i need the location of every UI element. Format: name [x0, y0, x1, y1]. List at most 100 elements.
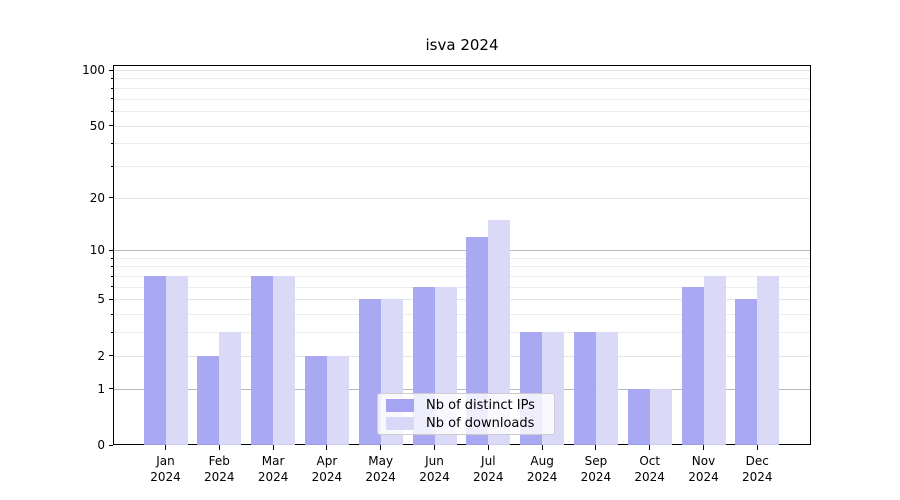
gridline-minor: [114, 110, 810, 112]
gridline-minor: [114, 266, 810, 268]
bar-distinct-ips-may: [358, 299, 381, 445]
y-tick-label: 20: [89, 190, 105, 205]
x-tick-mark: [541, 445, 543, 450]
y-tick-mark: [108, 444, 113, 446]
x-tick-label: Aug 2024: [526, 454, 558, 484]
bar-distinct-ips-feb: [197, 355, 220, 445]
y-tick-label: 50: [89, 118, 105, 133]
y-tick-label: 10: [89, 243, 105, 258]
gridline-minor: [114, 87, 810, 89]
x-tick-label: Feb 2024: [204, 454, 235, 484]
gridline-minor: [114, 276, 810, 278]
y-tick-label: 2: [97, 348, 105, 363]
y-tick-mark: [108, 197, 113, 199]
x-tick-label: Apr 2024: [311, 454, 343, 484]
gridline-major: [114, 388, 810, 390]
plot-area: [113, 65, 811, 445]
bar-distinct-ips-sep: [573, 332, 596, 445]
y-tick-label: 5: [97, 292, 105, 307]
bar-distinct-ips-nov: [681, 286, 704, 445]
x-tick-label: Jun 2024: [419, 454, 450, 484]
y-minor-tick-mark: [110, 78, 113, 79]
y-tick-mark: [108, 249, 113, 251]
x-tick-mark: [595, 445, 597, 450]
bar-distinct-ips-jan: [143, 276, 166, 445]
gridline-major: [114, 355, 810, 357]
gridline-major: [114, 250, 810, 252]
x-tick-label: Mar 2024: [257, 454, 289, 484]
x-tick-label: May 2024: [365, 454, 396, 484]
x-tick-mark: [164, 445, 167, 450]
gridline-minor: [114, 332, 810, 334]
x-tick-mark: [756, 445, 758, 450]
chart-title: isva 2024: [425, 36, 499, 54]
bar-downloads-sep: [595, 332, 618, 445]
gridline-minor: [114, 78, 810, 80]
bar-downloads-jan: [165, 276, 188, 445]
x-tick-label: Jul 2024: [473, 454, 504, 484]
gridline-minor: [114, 143, 810, 145]
x-tick-mark: [487, 445, 489, 450]
bar-distinct-ips-dec: [735, 299, 758, 445]
x-tick-mark: [649, 445, 651, 450]
y-minor-tick-mark: [110, 257, 113, 259]
bar-distinct-ips-jul: [466, 236, 489, 445]
legend-item-distinct-ips: Nb of distinct IPs: [386, 398, 546, 413]
y-minor-tick-mark: [110, 331, 113, 333]
gridline-major: [114, 299, 810, 301]
legend: Nb of distinct IPs Nb of downloads: [377, 393, 555, 435]
legend-swatch-distinct-ips: [386, 398, 414, 412]
x-tick-label: Nov 2024: [688, 454, 719, 484]
x-tick-mark: [272, 445, 274, 450]
y-tick-mark: [108, 298, 113, 301]
y-minor-tick-mark: [110, 98, 113, 100]
bar-downloads-oct: [649, 388, 672, 445]
x-tick-label: Dec 2024: [742, 454, 773, 484]
bar-downloads-mar: [273, 276, 296, 445]
bar-downloads-apr: [326, 355, 349, 445]
x-tick-label: Jan 2024: [150, 454, 181, 484]
bar-distinct-ips-mar: [251, 276, 274, 445]
gridline-major: [114, 197, 810, 199]
gridline-minor: [114, 314, 810, 316]
legend-label-distinct-ips: Nb of distinct IPs: [426, 397, 535, 413]
bar-distinct-ips-apr: [304, 355, 327, 445]
gridline-minor: [114, 165, 810, 167]
y-tick-mark: [108, 69, 113, 71]
y-minor-tick-mark: [110, 165, 113, 167]
y-tick-label: 100: [82, 63, 105, 77]
y-minor-tick-mark: [110, 275, 113, 277]
x-tick-mark: [380, 445, 382, 450]
y-minor-tick-mark: [110, 286, 113, 288]
bar-downloads-feb: [219, 332, 242, 445]
x-tick-label: Oct 2024: [634, 454, 665, 484]
gridline-minor: [114, 98, 810, 100]
y-minor-tick-mark: [110, 87, 113, 89]
x-tick-mark: [702, 445, 705, 450]
y-minor-tick-mark: [110, 110, 113, 112]
legend-swatch-downloads: [386, 416, 414, 430]
x-tick-mark: [326, 445, 328, 450]
legend-item-downloads: Nb of downloads: [386, 416, 546, 431]
y-tick-mark: [108, 125, 113, 127]
bar-downloads-jul: [488, 219, 511, 445]
y-minor-tick-mark: [110, 142, 113, 144]
y-minor-tick-mark: [110, 266, 113, 267]
gridline-minor: [114, 257, 810, 259]
bar-distinct-ips-oct: [627, 388, 650, 445]
y-tick-label: 0: [97, 438, 105, 452]
y-tick-mark: [108, 355, 113, 357]
x-tick-mark: [218, 445, 220, 450]
y-tick-label: 1: [97, 381, 105, 396]
bar-downloads-nov: [703, 276, 726, 445]
bar-downloads-dec: [757, 276, 780, 445]
gridline-minor: [114, 286, 810, 288]
x-tick-mark: [433, 445, 436, 450]
x-tick-label: Sep 2024: [580, 454, 612, 484]
y-tick-mark: [108, 388, 113, 390]
y-minor-tick-mark: [110, 313, 113, 315]
legend-label-downloads: Nb of downloads: [426, 415, 535, 431]
gridline-major: [114, 125, 810, 127]
gridline-major: [114, 70, 810, 71]
